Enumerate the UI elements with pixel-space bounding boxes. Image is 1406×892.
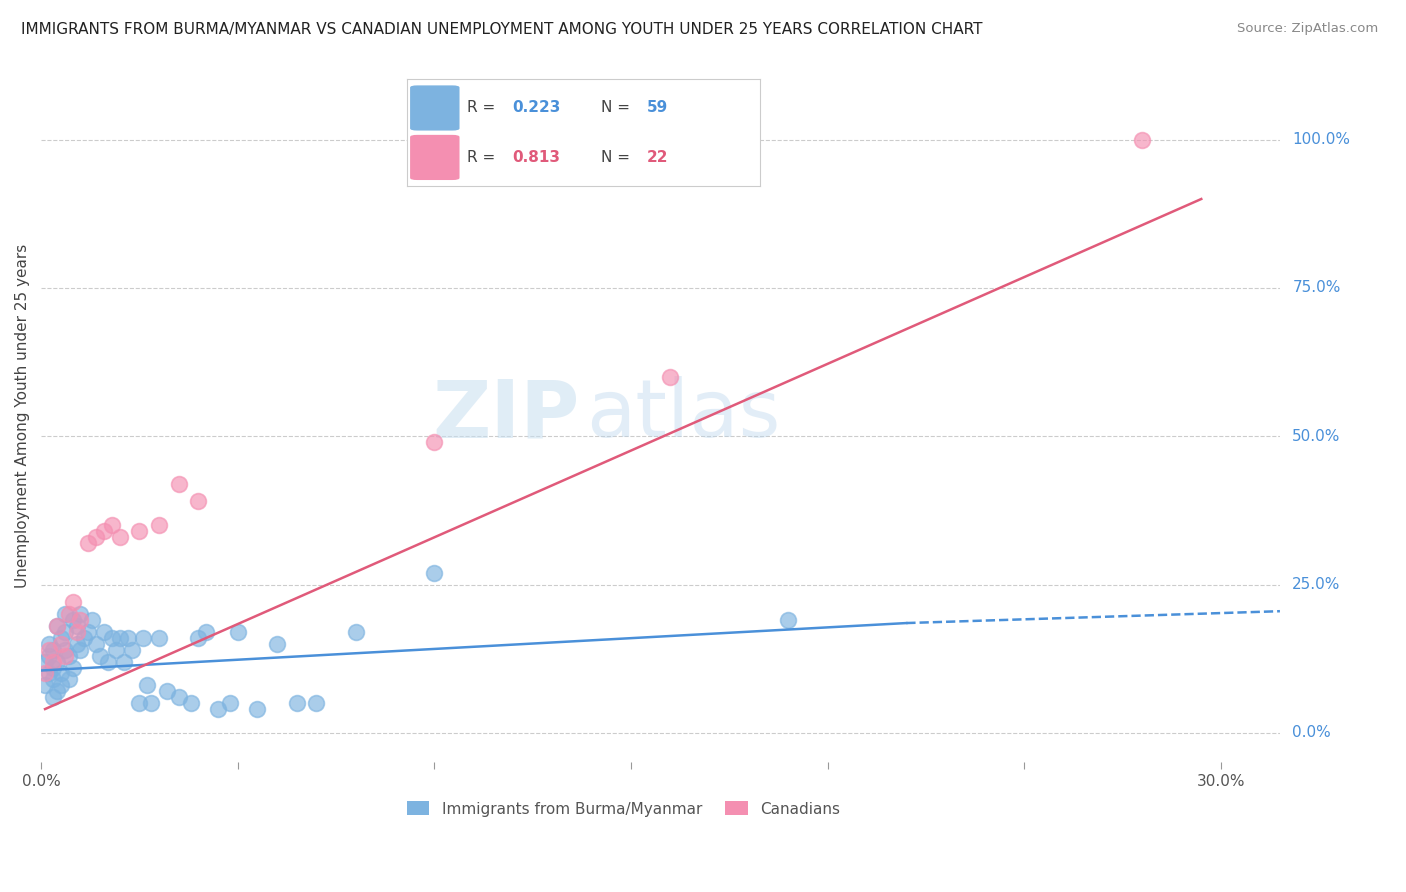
Point: [42, 690, 65, 705]
Point: [93, 624, 115, 639]
Point: [219, 696, 242, 710]
Point: [207, 702, 229, 716]
Point: [167, 476, 190, 491]
Y-axis label: Unemployment Among Youth under 25 years: Unemployment Among Youth under 25 years: [15, 244, 30, 588]
Text: atlas: atlas: [586, 376, 780, 455]
Point: [45, 684, 67, 698]
Point: [659, 370, 682, 384]
Point: [104, 642, 127, 657]
Point: [77, 624, 100, 639]
Point: [34, 666, 56, 681]
Point: [42, 660, 65, 674]
Point: [49, 678, 72, 692]
Point: [65, 619, 87, 633]
Point: [49, 631, 72, 645]
Point: [62, 613, 84, 627]
Point: [38, 642, 60, 657]
Point: [73, 631, 96, 645]
Point: [58, 607, 80, 622]
Point: [128, 524, 150, 538]
Point: [42, 642, 65, 657]
Point: [187, 494, 209, 508]
Point: [423, 566, 446, 580]
Point: [89, 648, 111, 663]
Point: [49, 666, 72, 681]
Point: [53, 642, 76, 657]
Point: [77, 536, 100, 550]
Point: [305, 696, 328, 710]
Point: [344, 624, 367, 639]
Point: [187, 631, 209, 645]
Point: [62, 660, 84, 674]
Point: [69, 613, 91, 627]
Point: [108, 631, 131, 645]
Point: [49, 637, 72, 651]
Point: [195, 624, 218, 639]
Point: [778, 613, 800, 627]
Point: [45, 619, 67, 633]
Point: [69, 642, 91, 657]
Point: [148, 518, 170, 533]
Point: [82, 613, 104, 627]
Point: [132, 631, 155, 645]
Point: [121, 642, 143, 657]
Point: [266, 637, 288, 651]
Point: [226, 624, 249, 639]
Point: [97, 655, 120, 669]
Point: [69, 607, 91, 622]
Point: [128, 696, 150, 710]
Point: [167, 690, 190, 705]
Point: [34, 678, 56, 692]
Text: Source: ZipAtlas.com: Source: ZipAtlas.com: [1237, 22, 1378, 36]
Text: 50.0%: 50.0%: [1292, 429, 1341, 443]
Legend: Immigrants from Burma/Myanmar, Canadians: Immigrants from Burma/Myanmar, Canadians: [399, 794, 848, 824]
Point: [108, 530, 131, 544]
Point: [45, 655, 67, 669]
Text: 0.0%: 0.0%: [1292, 725, 1331, 740]
Point: [136, 678, 159, 692]
Point: [42, 673, 65, 687]
Text: 75.0%: 75.0%: [1292, 280, 1341, 295]
Point: [423, 435, 446, 450]
Point: [101, 631, 124, 645]
Point: [285, 696, 308, 710]
Point: [101, 518, 124, 533]
Point: [38, 637, 60, 651]
Point: [93, 524, 115, 538]
Point: [1130, 133, 1153, 147]
Point: [65, 637, 87, 651]
Point: [84, 637, 107, 651]
Point: [65, 624, 87, 639]
Point: [38, 666, 60, 681]
Point: [53, 624, 76, 639]
Point: [53, 648, 76, 663]
Point: [141, 696, 163, 710]
Point: [34, 655, 56, 669]
Text: 100.0%: 100.0%: [1292, 132, 1350, 147]
Point: [246, 702, 269, 716]
Point: [62, 595, 84, 609]
Point: [156, 684, 179, 698]
Point: [53, 607, 76, 622]
Point: [45, 619, 67, 633]
Text: 25.0%: 25.0%: [1292, 577, 1341, 592]
Point: [42, 655, 65, 669]
Point: [38, 648, 60, 663]
Point: [112, 655, 135, 669]
Text: IMMIGRANTS FROM BURMA/MYANMAR VS CANADIAN UNEMPLOYMENT AMONG YOUTH UNDER 25 YEAR: IMMIGRANTS FROM BURMA/MYANMAR VS CANADIA…: [21, 22, 983, 37]
Point: [117, 631, 139, 645]
Point: [58, 648, 80, 663]
Point: [180, 696, 202, 710]
Point: [58, 673, 80, 687]
Point: [148, 631, 170, 645]
Text: ZIP: ZIP: [433, 376, 581, 455]
Point: [84, 530, 107, 544]
